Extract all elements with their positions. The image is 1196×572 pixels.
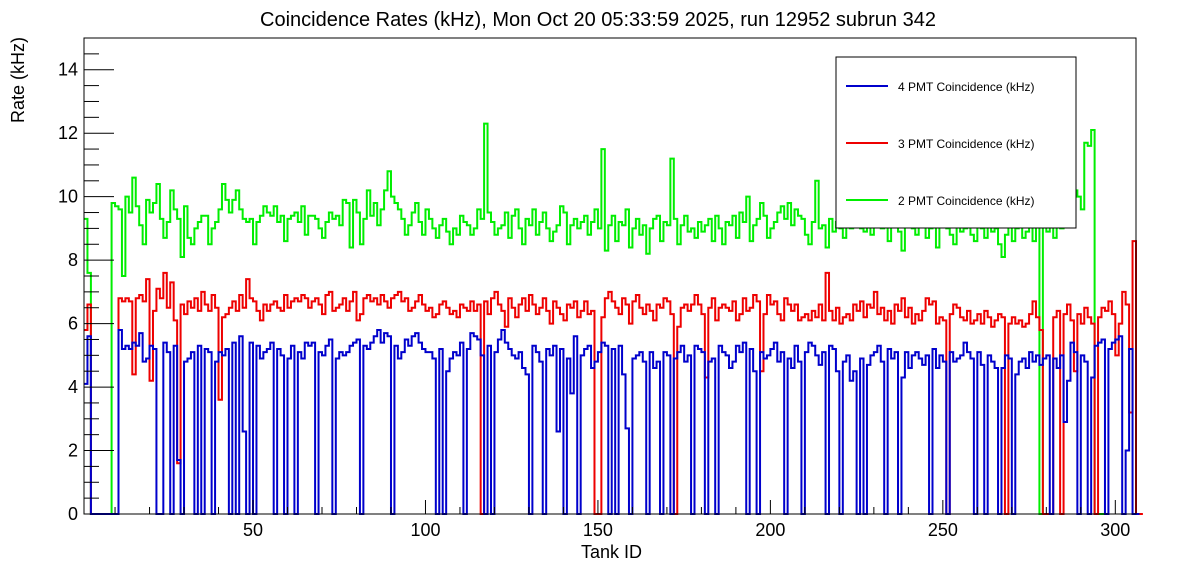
y-axis-label: Rate (kHz) [8, 37, 28, 123]
chart-title: Coincidence Rates (kHz), Mon Oct 20 05:3… [260, 9, 936, 31]
x-tick-label: 150 [583, 520, 613, 540]
x-tick-label: 50 [243, 520, 263, 540]
x-tick-label: 100 [410, 520, 440, 540]
x-axis-label: Tank ID [581, 542, 642, 562]
legend-label-1: 4 PMT Coincidence (kHz) [898, 80, 1035, 94]
y-tick-label: 4 [68, 377, 78, 397]
legend: 4 PMT Coincidence (kHz) 3 PMT Coincidence… [835, 56, 1077, 229]
y-tick-label: 0 [68, 504, 78, 524]
series-2-line [84, 240, 1143, 515]
x-tick-label: 200 [755, 520, 785, 540]
y-tick-label: 14 [58, 60, 78, 80]
y-tick-label: 6 [68, 314, 78, 334]
x-tick-label: 250 [928, 520, 958, 540]
series-1-line [84, 328, 1140, 515]
y-tick-label: 10 [58, 187, 78, 207]
x-tick-label: 300 [1100, 520, 1130, 540]
y-tick-label: 8 [68, 250, 78, 270]
legend-label-3: 2 PMT Coincidence (kHz) [898, 194, 1035, 208]
y-tick-label: 12 [58, 123, 78, 143]
y-tick-label: 2 [68, 441, 78, 461]
legend-label-2: 3 PMT Coincidence (kHz) [898, 137, 1035, 151]
axes-layer: 0 2 4 6 8 10 12 14 50 100 150 200 250 300 [58, 37, 1137, 540]
